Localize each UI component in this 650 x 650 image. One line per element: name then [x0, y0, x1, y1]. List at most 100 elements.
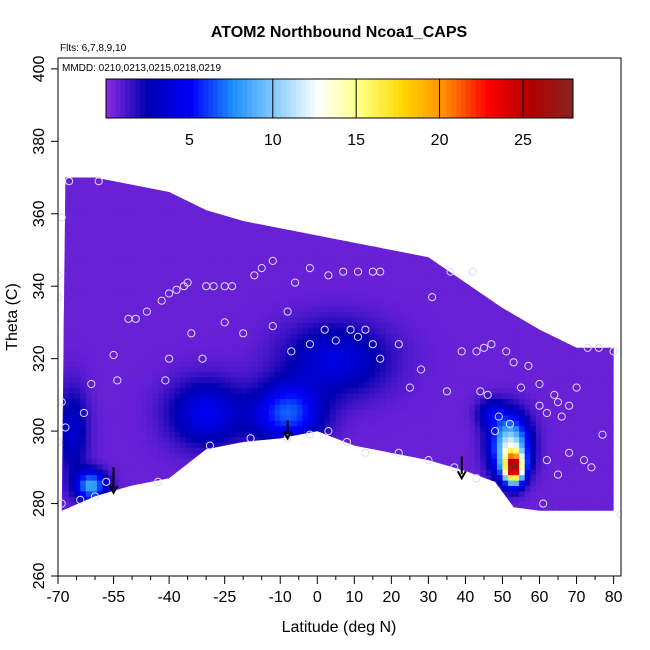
colorbar-swatch: [290, 79, 297, 118]
heatmap-cell: [419, 393, 426, 400]
heatmap-cell: [396, 251, 404, 258]
colorbar-swatch: [519, 79, 525, 118]
heatmap-cell: [319, 235, 326, 242]
heatmap-cell: [263, 441, 270, 448]
heatmap-cell: [391, 273, 398, 280]
heatmap-cell: [174, 338, 181, 345]
heatmap-cell: [235, 268, 242, 275]
heatmap-cell: [424, 327, 431, 334]
heatmap-cell: [85, 327, 92, 334]
colorbar-swatch: [159, 79, 165, 118]
heatmap-cell: [602, 338, 609, 345]
heatmap-cell: [358, 338, 365, 345]
colorbar-swatch: [213, 79, 219, 118]
observation-point: [542, 456, 552, 465]
heatmap-cell: [502, 436, 509, 443]
heatmap-cell: [185, 436, 192, 443]
heatmap-cell: [619, 453, 625, 459]
heatmap-cell: [374, 420, 381, 427]
plot-frame: [57, 57, 622, 577]
heatmap-cell: [302, 295, 309, 302]
heatmap-cell: [352, 333, 359, 340]
heatmap-cell: [80, 257, 87, 264]
heatmap-cell: [80, 480, 87, 487]
heatmap-cell: [391, 425, 398, 432]
heatmap-cell: [463, 458, 470, 465]
heatmap-cell: [91, 344, 98, 351]
heatmap-cell: [446, 458, 454, 465]
heatmap-cell: [85, 235, 92, 242]
heatmap-cell: [61, 409, 65, 416]
heatmap-cell: [552, 496, 559, 503]
heatmap-cell: [280, 257, 287, 264]
colorbar-swatch: [568, 79, 574, 118]
heatmap-cell: [163, 349, 170, 356]
heatmap-cell: [180, 284, 187, 291]
heatmap-cell: [519, 311, 526, 318]
heatmap-cell: [158, 262, 165, 269]
heatmap-cell: [113, 327, 120, 334]
heatmap-cell: [413, 289, 420, 296]
heatmap-cell: [541, 349, 548, 356]
heatmap-cell: [335, 382, 342, 389]
heatmap-cell: [302, 409, 309, 416]
heatmap-cell: [330, 382, 337, 389]
heatmap-cell: [119, 365, 126, 372]
heatmap-cell: [135, 230, 142, 237]
heatmap-cell: [202, 403, 209, 410]
heatmap-cell: [141, 333, 148, 340]
heatmap-cell: [208, 268, 215, 275]
heatmap-cell: [585, 414, 592, 421]
heatmap-cell: [224, 273, 231, 280]
heatmap-cell: [108, 300, 115, 307]
heatmap-cell: [574, 463, 581, 470]
heatmap-cell: [391, 333, 398, 340]
heatmap-cell: [580, 507, 587, 511]
heatmap-cell: [569, 436, 576, 443]
heatmap-cell: [396, 278, 404, 285]
heatmap-cell: [363, 409, 370, 416]
heatmap-cell: [241, 284, 248, 291]
heatmap-cell: [219, 295, 226, 302]
heatmap-cell: [285, 322, 292, 329]
heatmap-cell: [441, 398, 448, 405]
heatmap-cell: [252, 371, 259, 378]
heatmap-cell: [335, 306, 342, 313]
heatmap-cell: [346, 365, 354, 372]
heatmap-cell: [74, 338, 81, 345]
heatmap-cell: [496, 458, 504, 465]
heatmap-cell: [302, 338, 309, 345]
heatmap-cell: [408, 436, 415, 443]
heatmap-cell: [269, 376, 276, 383]
heatmap-cell: [335, 300, 342, 307]
heatmap-cell: [458, 376, 465, 383]
heatmap-cell: [480, 469, 487, 476]
heatmap-cell: [346, 425, 354, 432]
heatmap-cell: [230, 208, 237, 215]
heatmap-cell: [146, 441, 154, 448]
heatmap-cell: [96, 371, 104, 378]
heatmap-cell: [69, 436, 76, 443]
heatmap-cell: [458, 349, 465, 356]
heatmap-cell: [546, 414, 554, 421]
heatmap-cell: [124, 230, 131, 237]
heatmap-cell: [602, 501, 609, 508]
heatmap-cell: [413, 431, 420, 438]
heatmap-cell: [64, 513, 70, 519]
heatmap-cell: [246, 295, 254, 302]
heatmap-cell: [358, 398, 365, 405]
heatmap-cell: [319, 409, 326, 416]
heatmap-cell: [313, 403, 320, 410]
heatmap-cell: [102, 170, 108, 176]
heatmap-cell: [208, 219, 215, 226]
heatmap-cell: [141, 246, 148, 253]
heatmap-cell: [396, 284, 404, 291]
heatmap-cell: [552, 480, 559, 487]
heatmap-cell: [85, 202, 92, 209]
heatmap-cell: [369, 420, 376, 427]
heatmap-cell: [163, 344, 170, 351]
heatmap-cell: [302, 268, 309, 275]
heatmap-cell: [191, 431, 198, 438]
heatmap-cell: [546, 469, 554, 476]
heatmap-cell: [124, 441, 131, 448]
